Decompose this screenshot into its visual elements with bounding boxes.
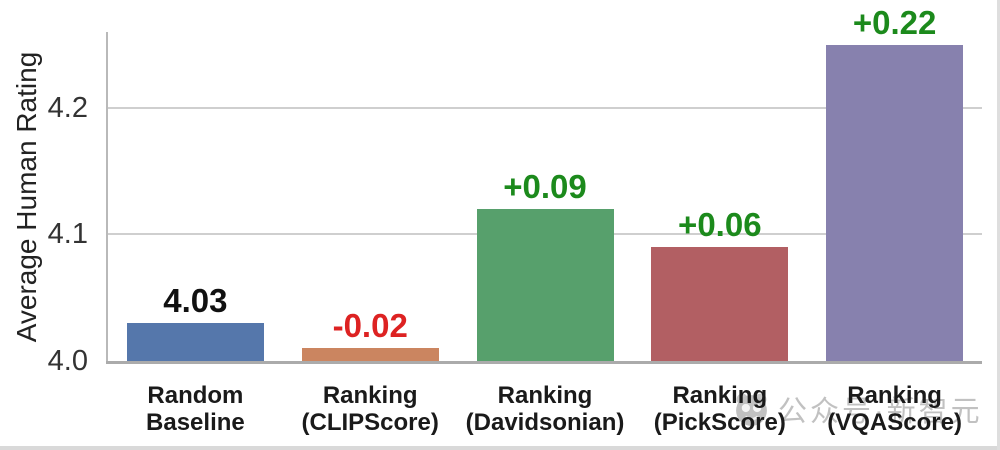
- watermark-text: 公众号·新智元: [778, 396, 983, 428]
- bar-ranking-pickscore: [651, 247, 789, 361]
- bar-value-label: +0.09: [503, 168, 587, 206]
- image-edge-right: [997, 0, 1000, 450]
- bar-ranking-vqascore: [826, 44, 964, 361]
- x-tick-label: Random Baseline: [146, 382, 245, 436]
- x-axis-line: [106, 361, 982, 364]
- bar-value-label: +0.22: [852, 3, 937, 41]
- bar-value-label: 4.03: [163, 282, 228, 320]
- x-tick-label: Ranking (VQAScore): [827, 382, 962, 436]
- y-tick-label: 4.1: [47, 218, 88, 251]
- bar-value-label: +0.06: [678, 206, 762, 244]
- bar-value-label: -0.02: [332, 307, 408, 345]
- image-edge-bottom: [0, 446, 1000, 450]
- bar-ranking-clipscore: [301, 348, 439, 361]
- x-tick-label: Ranking (CLIPScore): [301, 382, 439, 436]
- y-axis-line: [106, 32, 108, 361]
- x-tick-label: Ranking (Davidsonian): [465, 382, 625, 436]
- bar-random-baseline: [126, 323, 264, 361]
- y-tick-label: 4.0: [47, 345, 88, 377]
- watermark: 公众号·新智元: [733, 388, 983, 430]
- gridline: [108, 106, 982, 109]
- bar-ranking-davidsonian: [476, 209, 614, 361]
- watermark-logo-icon: [736, 393, 767, 426]
- x-tick-label: Ranking (PickScore): [653, 382, 786, 436]
- y-tick-label: 4.2: [47, 91, 88, 124]
